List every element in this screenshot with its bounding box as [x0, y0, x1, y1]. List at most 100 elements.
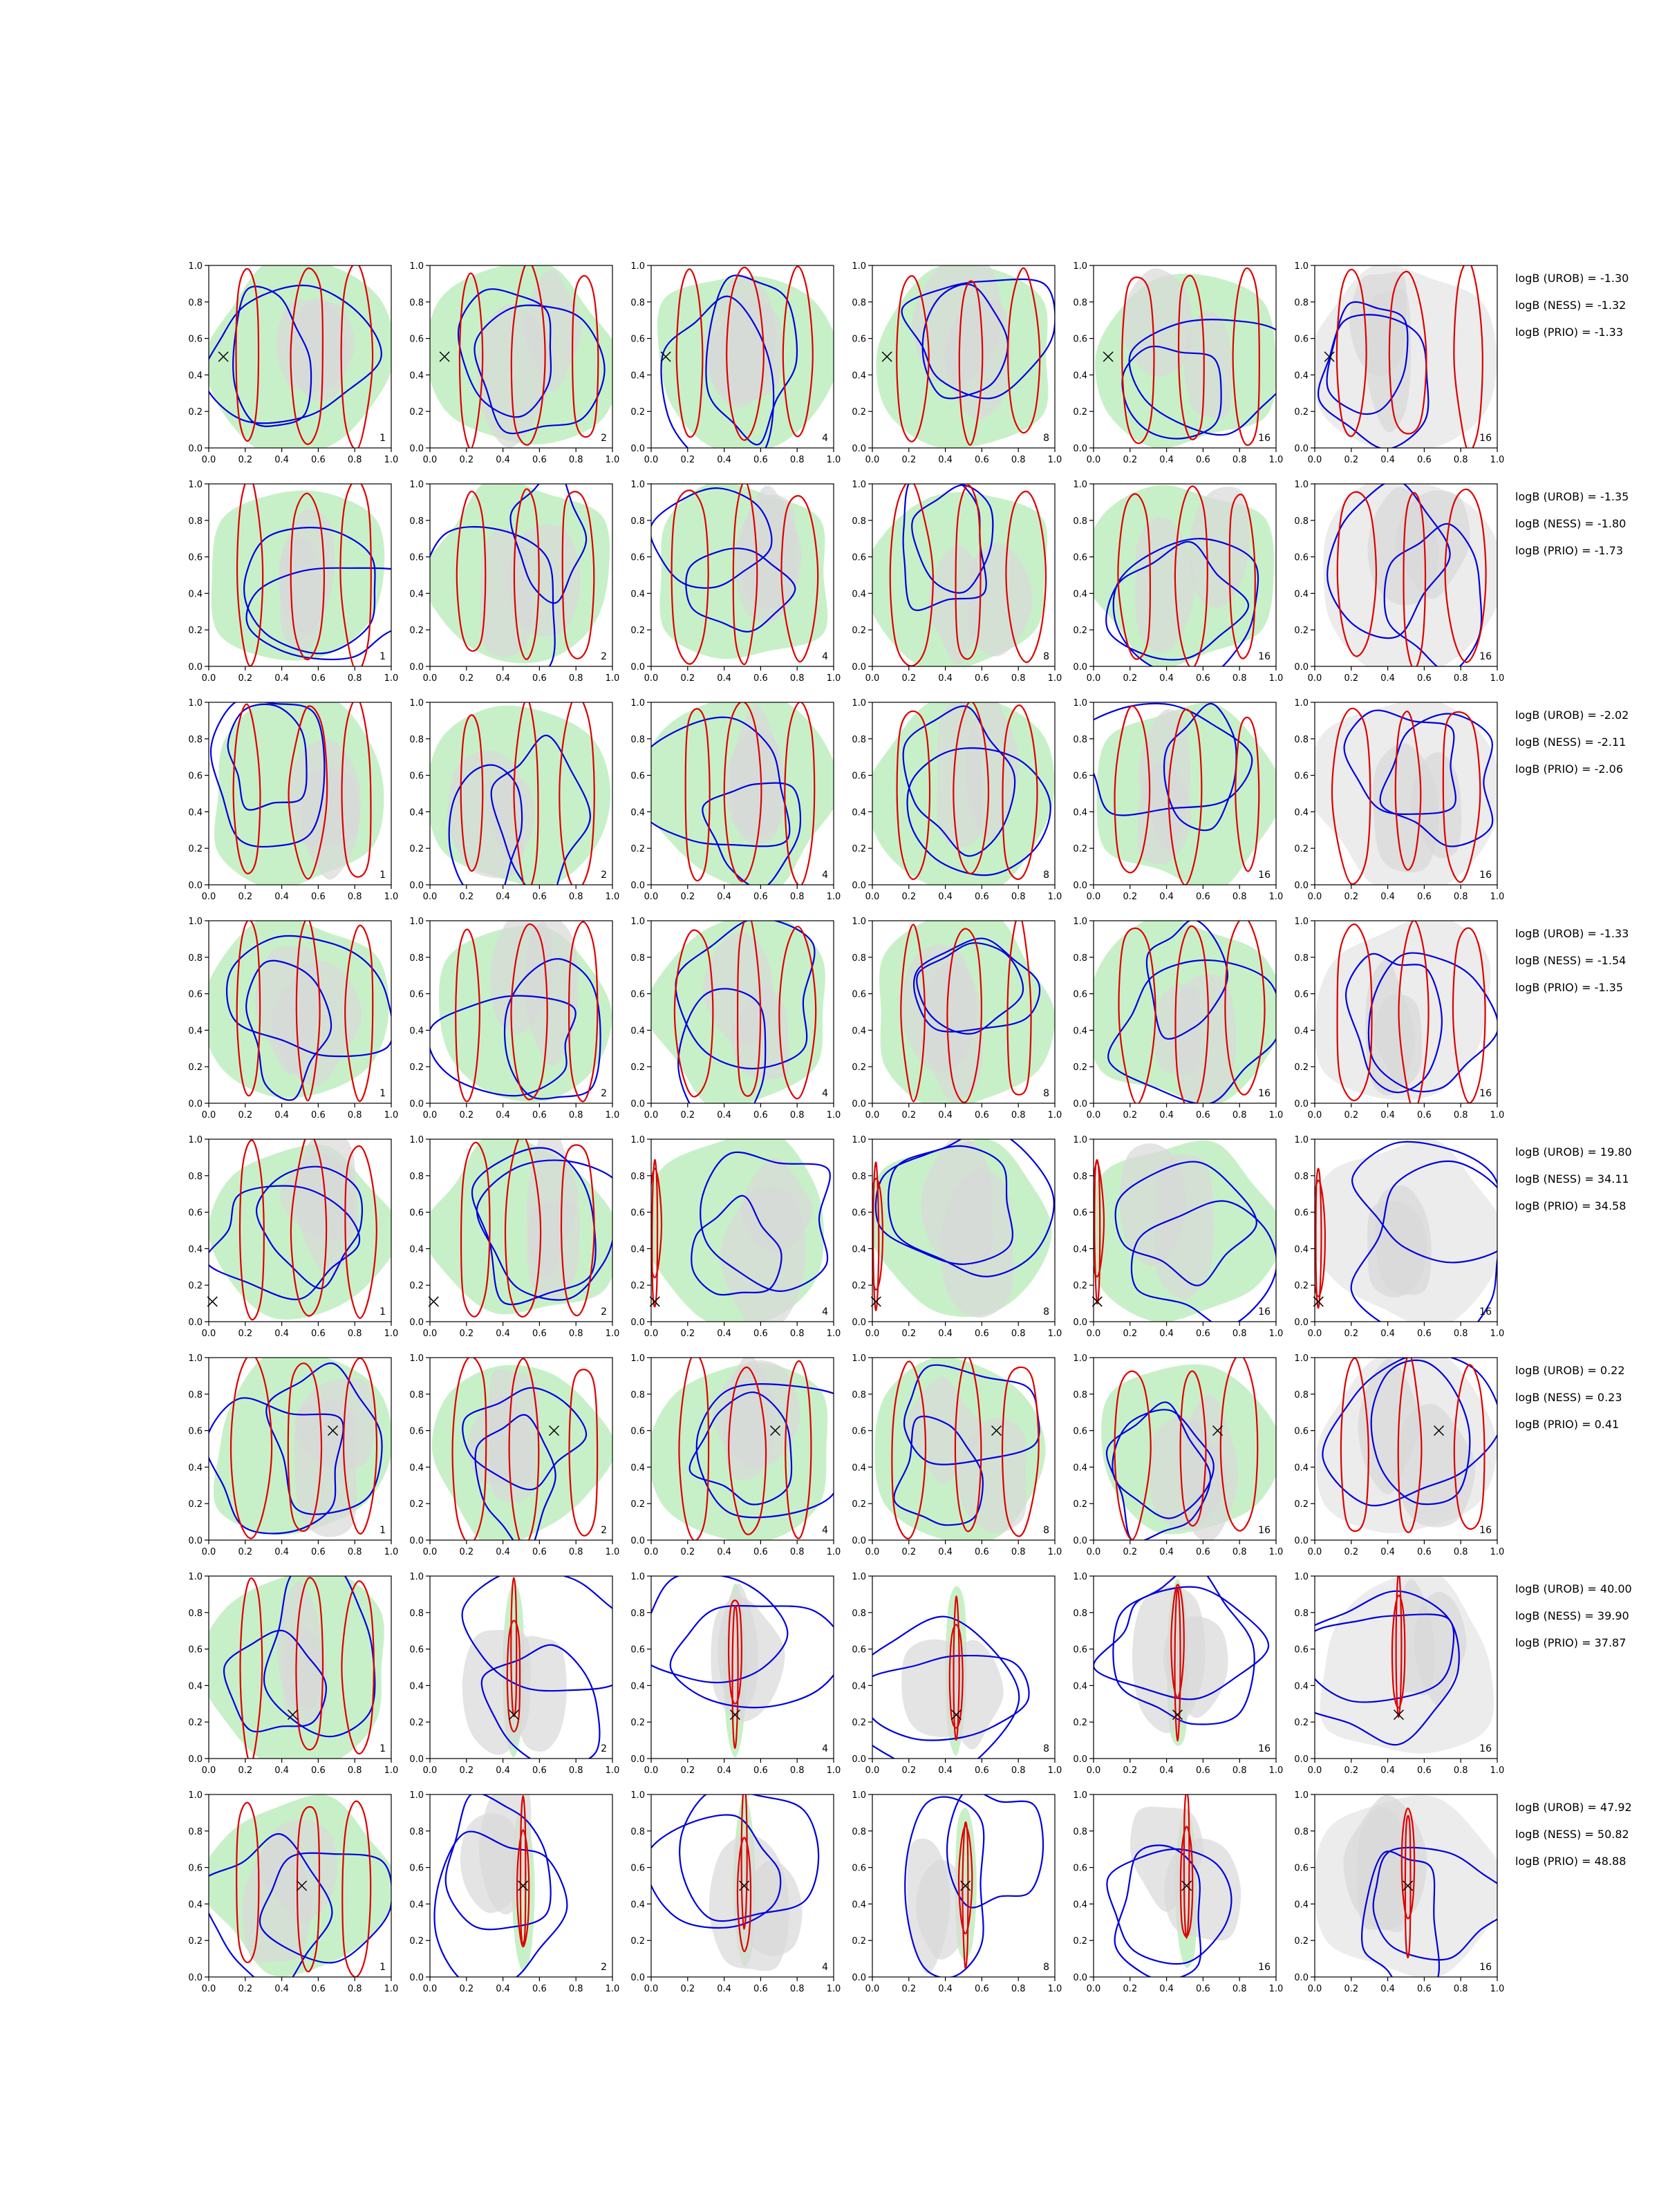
y-tick-label: 0.0	[1294, 1536, 1309, 1546]
y-tick-label: 0.0	[1294, 444, 1309, 454]
density-core	[916, 1859, 970, 1960]
y-tick-label: 0.8	[409, 953, 424, 964]
x-tick-label: 1.0	[827, 1110, 841, 1121]
y-tick-label: 0.6	[630, 335, 645, 345]
red-contour	[1174, 1587, 1181, 1742]
true-point-marker	[1181, 1880, 1192, 1891]
panel-r6-c2: 0.00.0 0.2 0.2 0.4 0.4 0.6 0.6 0.8 0.8 1.0 1.0 2	[409, 1353, 619, 1557]
panel-tag: 16	[1258, 433, 1271, 444]
x-tick-label: 1.0	[827, 455, 841, 465]
y-tick-label: 0.4	[1294, 589, 1309, 599]
density-core	[280, 537, 323, 653]
y-tick-label: 0.4	[630, 1463, 645, 1473]
blue-contour	[476, 1159, 612, 1301]
plot-area	[904, 1794, 1044, 1977]
panel-r4-c2: 0.00.0 0.2 0.2 0.4 0.4 0.6 0.6 0.8 0.8 1.0 1.0 2	[409, 917, 619, 1121]
x-tick-label: 1.0	[827, 892, 841, 902]
plot-area	[209, 265, 391, 448]
plot-area	[209, 1576, 384, 1759]
y-tick-label: 0.4	[1294, 1900, 1309, 1910]
y-tick-label: 1.0	[409, 698, 424, 709]
blue-contour	[911, 484, 994, 594]
y-tick-label: 0.8	[630, 516, 645, 527]
plot-area	[651, 1576, 834, 1758]
y-tick-label: 0.2	[852, 1499, 866, 1510]
red-contour	[731, 1604, 739, 1749]
x-tick-label: 0.2	[1123, 1547, 1137, 1557]
red-contour	[1235, 716, 1260, 872]
axes-frame	[650, 1357, 834, 1541]
y-tick-label: 1.0	[188, 261, 203, 272]
red-contour	[1219, 1358, 1259, 1532]
density-core	[480, 527, 533, 657]
red-contour	[295, 921, 321, 1102]
y-tick-label: 1.0	[1073, 480, 1087, 490]
axes-frame	[650, 920, 834, 1104]
x-tick-label: 0.2	[901, 1329, 916, 1339]
plot-area	[209, 702, 384, 885]
x-tick-label: 0.2	[1344, 1984, 1358, 1994]
y-tick-label: 0.2	[409, 1499, 424, 1510]
x-tick-label: 0.8	[1011, 1984, 1026, 1994]
row-annotation-7: logB (UROB) = 40.00 logB (NESS) = 39.90 lo…	[1515, 1582, 1632, 1649]
x-tick-label: 0.2	[680, 1765, 695, 1776]
plot-area	[879, 921, 1055, 1103]
x-tick-label: 0.0	[644, 673, 659, 684]
axes-frame	[208, 1357, 392, 1541]
panel-tag: 16	[1479, 1743, 1492, 1754]
true-point-marker	[1324, 351, 1335, 362]
y-tick-label: 0.6	[852, 335, 866, 345]
blue-contour	[1326, 301, 1409, 415]
x-tick-label: 0.4	[1380, 1765, 1395, 1776]
x-tick-label: 0.2	[680, 892, 695, 902]
y-tick-label: 0.2	[630, 1499, 645, 1510]
density-core	[1154, 984, 1201, 1075]
blue-contour	[902, 705, 1016, 857]
logb-label: logB (PRIO) = 0.41	[1515, 1418, 1619, 1431]
blue-contour	[916, 942, 1024, 1035]
plot-area	[1106, 1794, 1241, 1977]
x-tick-label: 1.0	[1269, 673, 1284, 684]
panel-tag: 16	[1479, 1962, 1492, 1973]
y-tick-label: 0.4	[1073, 371, 1087, 381]
x-tick-label: 1.0	[384, 1547, 399, 1557]
x-tick-label: 0.8	[348, 1110, 362, 1121]
blue-contour	[1383, 523, 1483, 666]
y-tick-label: 0.6	[1294, 771, 1309, 782]
red-contour	[516, 1829, 530, 1948]
x-tick-label: 0.8	[790, 1329, 805, 1339]
axes-frame	[429, 1794, 613, 1978]
true-point-marker	[1433, 1425, 1445, 1436]
x-tick-label: 0.2	[680, 673, 695, 684]
axes-frame	[208, 483, 392, 667]
true-point-marker	[1313, 1296, 1324, 1307]
y-tick-label: 0.2	[630, 1281, 645, 1291]
blue-contour	[509, 484, 588, 604]
red-contour	[889, 484, 934, 666]
plot-area	[1315, 702, 1497, 885]
x-tick-label: 0.2	[1123, 455, 1137, 465]
y-tick-label: 0.0	[188, 1536, 203, 1546]
panel-tag: 16	[1258, 1743, 1271, 1754]
x-tick-label: 0.6	[1417, 1765, 1432, 1776]
red-contour	[872, 1177, 884, 1291]
x-tick-label: 0.0	[644, 1547, 659, 1557]
y-tick-label: 0.8	[188, 1390, 203, 1400]
x-tick-label: 0.0	[1308, 892, 1322, 902]
true-point-marker	[518, 1880, 529, 1891]
y-tick-label: 0.2	[1294, 1062, 1309, 1073]
logb-label: logB (UROB) = -1.30	[1515, 272, 1629, 285]
x-tick-label: 0.8	[1454, 1329, 1468, 1339]
blue-contour	[888, 1139, 1055, 1277]
y-tick-label: 0.4	[188, 589, 203, 599]
y-tick-label: 0.2	[1073, 407, 1087, 418]
red-contour	[560, 1144, 595, 1317]
y-tick-label: 0.2	[1073, 1281, 1087, 1291]
y-tick-label: 0.0	[630, 1754, 645, 1765]
blue-contour	[471, 1147, 597, 1306]
x-tick-label: 0.0	[1308, 455, 1322, 465]
x-tick-label: 0.4	[938, 1984, 953, 1994]
x-tick-label: 0.6	[753, 1329, 768, 1339]
red-contour	[341, 1580, 375, 1755]
x-tick-label: 1.0	[1048, 673, 1062, 684]
